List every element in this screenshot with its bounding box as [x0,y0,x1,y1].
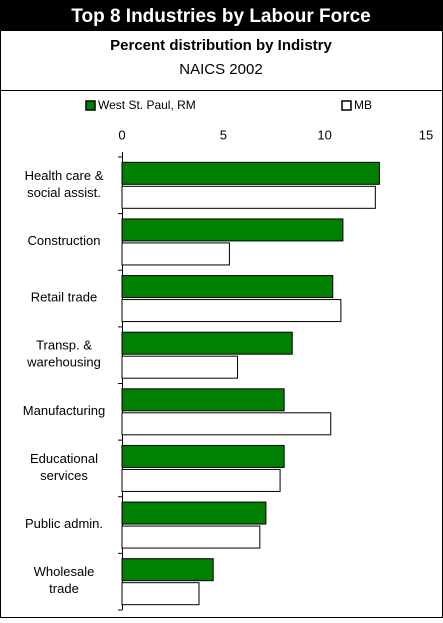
y-tick-label: Educational services [30,451,98,483]
x-tick-label: 5 [220,127,227,142]
bar [121,299,342,323]
chart-subtitle: Percent distribution by Indistry [110,37,332,54]
bar [121,525,261,549]
bar [121,468,281,492]
legend-swatch [341,100,352,111]
y-tick-label: Health care & social assist. [25,168,104,200]
y-tick-label: Retail trade [31,290,97,305]
x-tick-label: 0 [118,127,125,142]
bar [121,355,239,379]
bar [121,218,344,242]
legend-swatch [85,100,96,111]
bar [121,582,200,606]
x-tick-label: 15 [419,127,433,142]
legend-label: West St. Paul, RM [98,98,196,112]
bar [121,185,376,209]
chart-caption: NAICS 2002 [179,61,262,78]
y-tick-label: Construction [28,233,101,248]
title-bar [0,0,443,31]
chart-title: Top 8 Industries by Labour Force [71,6,370,27]
bar [121,388,285,412]
bar [121,161,380,185]
bar [121,444,285,468]
y-tick-label: Transp. & warehousing [26,338,101,370]
y-tick-label: Wholesale trade [34,565,95,597]
y-tick-label: Public admin. [25,517,103,532]
bar [121,412,332,436]
bar [121,501,267,525]
bar [121,242,230,266]
bar [121,558,214,582]
bar [121,275,334,299]
x-tick-label: 10 [317,127,331,142]
y-tick-label: Manufacturing [23,403,105,418]
legend-label: MB [354,98,372,112]
bar [121,331,293,355]
